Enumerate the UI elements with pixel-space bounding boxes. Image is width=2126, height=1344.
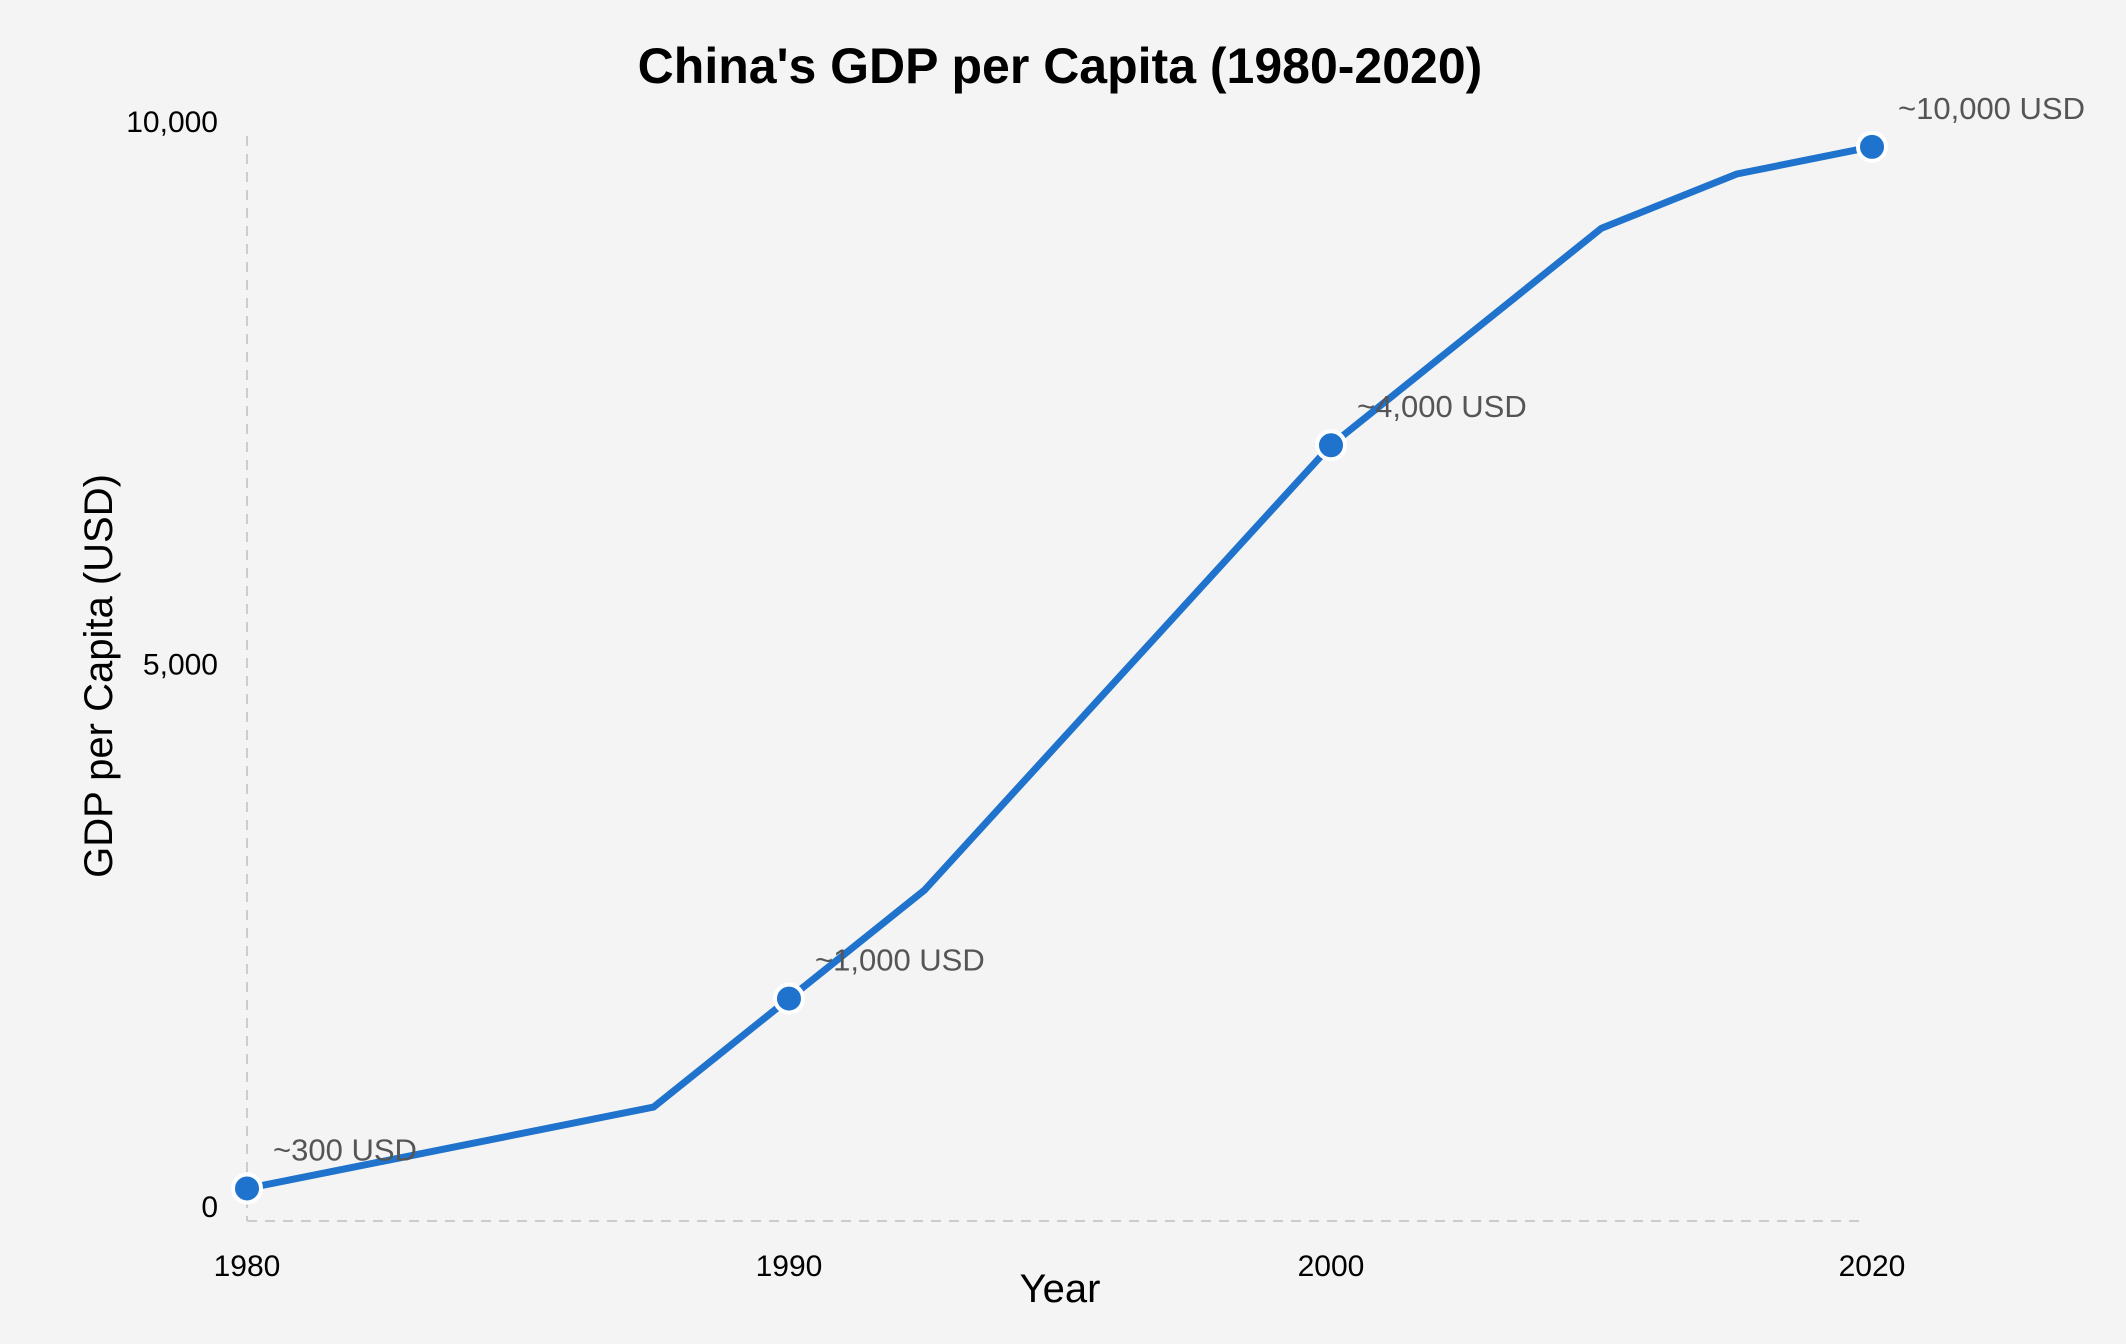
y-tick-label: 0 <box>201 1191 218 1224</box>
data-point <box>1856 130 1888 163</box>
data-point <box>1315 429 1347 462</box>
markers <box>231 130 1888 1205</box>
series-line <box>243 143 1876 1192</box>
data-labels: ~300 USD ~1,000 USD ~4,000 USD ~10,000 USD <box>273 91 2085 1168</box>
data-label: ~4,000 USD <box>1357 389 1527 424</box>
x-axis-label: Year <box>1020 1267 1101 1311</box>
data-label: ~300 USD <box>273 1132 417 1167</box>
chart-title: China's GDP per Capita (1980-2020) <box>638 38 1483 94</box>
x-tick-label: 2000 <box>1298 1250 1365 1283</box>
data-label: ~10,000 USD <box>1898 91 2085 126</box>
x-tick-label: 1990 <box>756 1250 823 1283</box>
data-label: ~1,000 USD <box>815 943 985 978</box>
grid <box>246 136 1860 1222</box>
data-point <box>231 1172 263 1205</box>
series <box>243 143 1876 1192</box>
y-axis-label: GDP per Capita (USD) <box>77 474 121 878</box>
y-axis-ticks: 0 5,000 10,000 <box>126 106 218 1224</box>
x-tick-label: 1980 <box>214 1250 281 1283</box>
x-tick-label: 2020 <box>1839 1250 1906 1283</box>
data-point <box>773 982 805 1015</box>
y-tick-label: 5,000 <box>143 649 218 682</box>
y-tick-label: 10,000 <box>126 106 218 139</box>
x-axis-ticks: 1980 1990 2000 2020 <box>214 1250 1906 1283</box>
